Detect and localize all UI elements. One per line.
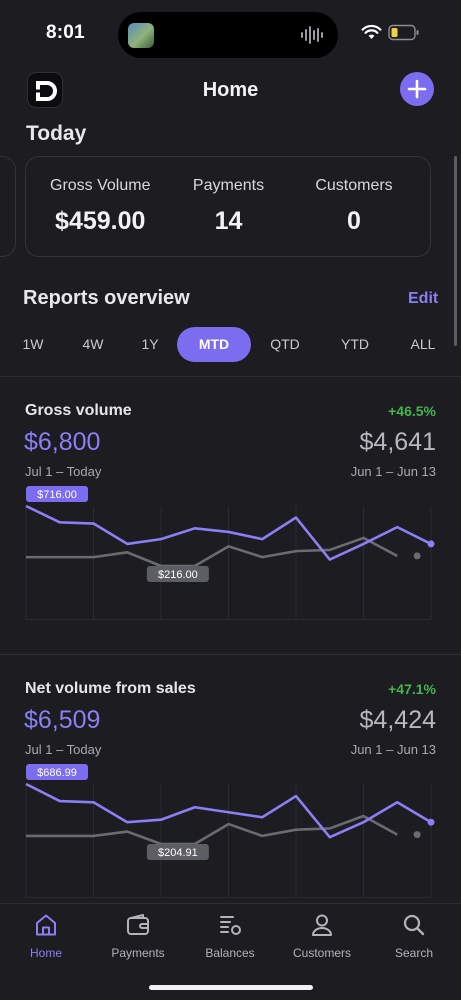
chart-previous-total: $4,641: [359, 428, 436, 456]
gross-volume-chart: $716.00 $216.00: [25, 486, 435, 620]
add-button[interactable]: [400, 72, 434, 106]
app-header: Home: [0, 66, 461, 116]
status-time: 8:01: [46, 22, 85, 43]
range-tab-1w[interactable]: 1W: [22, 336, 44, 352]
balances-icon: [220, 916, 241, 935]
reports-overview-title: Reports overview: [23, 287, 190, 309]
min-label-text: $204.91: [158, 847, 198, 859]
chart-current-total: $6,800: [24, 428, 101, 456]
scroll-indicator[interactable]: [454, 156, 457, 346]
max-label-background: [26, 486, 88, 502]
previous-period-endpoint: [413, 552, 421, 560]
chart-current-total: $6,509: [24, 706, 101, 734]
min-value-label: $216.00: [146, 566, 209, 582]
range-tab-all[interactable]: ALL: [410, 336, 436, 352]
chart-current-range: Jul 1 – Today: [25, 742, 102, 757]
plus-icon: [407, 79, 427, 99]
max-value-label: $686.99: [26, 764, 88, 780]
chart-change-badge: +47.1%: [388, 681, 436, 697]
gross-volume-metric: Gross Volume $459.00: [50, 177, 150, 236]
range-tab-mtd[interactable]: MTD: [177, 327, 251, 362]
status-bar: 8:01: [0, 0, 461, 66]
media-thumbnail: [128, 23, 154, 48]
net-volume-card[interactable]: Net volume from sales +47.1% $6,509 $4,4…: [0, 680, 461, 930]
tab-balances[interactable]: Balances: [184, 912, 276, 960]
metric-label: Gross Volume: [50, 177, 151, 194]
tab-search[interactable]: Search: [368, 912, 460, 960]
metric-value: 0: [347, 207, 361, 235]
range-tab-qtd[interactable]: QTD: [270, 336, 300, 352]
audio-waveform-icon: [301, 26, 323, 44]
wallet-icon: [127, 914, 149, 935]
chart-name: Net volume from sales: [25, 680, 196, 697]
divider: [0, 376, 461, 377]
current-period-line: [25, 782, 432, 839]
chart-name: Gross volume: [25, 402, 132, 419]
app-logo[interactable]: [27, 72, 63, 108]
battery-icon: [388, 24, 419, 41]
chart-previous-total: $4,424: [359, 706, 436, 734]
search-icon: [403, 914, 425, 936]
metric-label: Customers: [315, 177, 393, 194]
previous-period-line: [26, 814, 398, 846]
max-label-text: $716.00: [37, 489, 77, 501]
tab-label: Balances: [205, 946, 255, 960]
tab-customers[interactable]: Customers: [276, 912, 368, 960]
tab-home[interactable]: Home: [0, 912, 92, 960]
max-value-label: $716.00: [26, 486, 88, 502]
metric-label: Payments: [192, 177, 265, 194]
today-card[interactable]: Gross Volume $459.00 Payments 14 Custome…: [25, 156, 431, 257]
tab-label: Home: [29, 946, 62, 960]
max-label-background: [26, 764, 88, 780]
tab-label: Payments: [111, 946, 165, 960]
min-label-background: [146, 566, 209, 582]
tab-label: Customers: [292, 946, 351, 960]
home-icon: [36, 914, 56, 936]
tab-payments[interactable]: Payments: [92, 912, 184, 960]
metric-value: 14: [214, 207, 243, 235]
net-volume-chart: $686.99 $204.91: [25, 764, 435, 898]
chart-change-badge: +46.5%: [388, 403, 436, 419]
min-value-label: $204.91: [146, 844, 209, 860]
gross-volume-card[interactable]: Gross volume +46.5% $6,800 $4,641 Jul 1 …: [0, 402, 461, 652]
edit-button[interactable]: Edit: [408, 290, 439, 307]
page-title: Home: [202, 79, 259, 101]
range-tab-1y[interactable]: 1Y: [141, 336, 159, 352]
min-label-text: $216.00: [158, 569, 198, 581]
chart-previous-range: Jun 1 – Jun 13: [350, 464, 436, 479]
current-period-endpoint: [427, 818, 435, 826]
home-indicator[interactable]: [149, 985, 313, 990]
max-label-text: $686.99: [37, 767, 77, 779]
range-tabs: 1W 4W 1Y MTD QTD YTD ALL: [0, 327, 461, 363]
range-tab-ytd[interactable]: YTD: [341, 336, 369, 352]
today-title: Today: [26, 122, 87, 145]
min-label-background: [146, 844, 209, 860]
logo-icon: [36, 81, 57, 101]
current-period-line: [25, 504, 432, 561]
dynamic-island[interactable]: [118, 12, 338, 58]
tab-label: Search: [394, 946, 434, 960]
range-tab-4w[interactable]: 4W: [82, 336, 104, 352]
previous-card-edge[interactable]: [0, 156, 16, 257]
customers-metric: Customers 0: [312, 177, 396, 236]
metric-value: $459.00: [55, 207, 146, 235]
tab-bar: Home Payments Balances: [0, 903, 461, 1000]
person-icon: [312, 914, 332, 936]
payments-metric: Payments 14: [191, 177, 266, 236]
chart-current-range: Jul 1 – Today: [25, 464, 102, 479]
previous-period-line: [26, 536, 398, 568]
previous-period-endpoint: [413, 831, 421, 839]
divider: [0, 654, 461, 655]
current-period-endpoint: [427, 540, 435, 548]
wifi-icon: [361, 24, 382, 39]
chart-previous-range: Jun 1 – Jun 13: [350, 742, 436, 757]
